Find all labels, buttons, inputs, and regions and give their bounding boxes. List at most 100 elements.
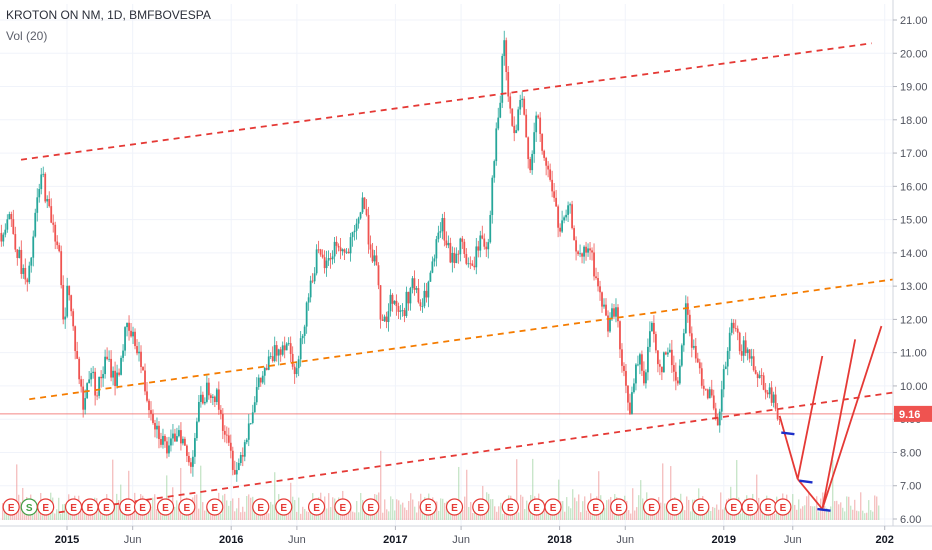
candle-body	[495, 128, 498, 162]
candle-body	[471, 263, 474, 266]
volume-bar	[380, 450, 382, 520]
candle-body	[748, 349, 751, 359]
price-axis-label: 11.00	[900, 348, 927, 360]
candle-body	[369, 244, 372, 250]
candle-body	[6, 219, 9, 230]
candle-body	[481, 235, 484, 239]
volume-bar	[414, 506, 416, 520]
candle-body	[311, 280, 314, 282]
volume-bar	[866, 512, 868, 520]
candle-body	[539, 117, 542, 134]
volume-bar	[228, 505, 230, 520]
candle-body	[475, 246, 478, 268]
volume-bar	[84, 508, 86, 520]
volume-bar	[572, 489, 574, 520]
volume-bar	[588, 512, 590, 520]
volume-bar	[848, 496, 850, 520]
candle-body	[285, 343, 288, 351]
volume-bar	[710, 511, 712, 520]
candle-body	[720, 389, 723, 412]
volume-bar	[570, 508, 572, 520]
candle-body	[541, 133, 544, 151]
volume-indicator-label: Vol (20)	[6, 29, 48, 43]
price-axis-label: 21.00	[900, 15, 928, 27]
candle-body	[571, 204, 573, 229]
candle-body	[651, 322, 653, 332]
candle-body	[419, 302, 422, 307]
candle-body	[573, 228, 575, 241]
candle-body	[333, 241, 336, 257]
candle-body	[467, 263, 470, 265]
candle-body	[670, 349, 673, 366]
candle-body	[567, 205, 569, 215]
candle-body	[591, 250, 593, 253]
event-marker-label: E	[280, 503, 287, 514]
volume-bar	[850, 505, 852, 520]
candle-body	[728, 332, 731, 351]
volume-bar	[92, 513, 94, 520]
last-price-label: 9.16	[899, 409, 920, 421]
volume-bar	[250, 497, 252, 520]
candle-body	[423, 290, 426, 307]
candle-body	[293, 366, 296, 375]
candle-body	[443, 218, 446, 241]
volume-bar	[418, 501, 420, 520]
candle-body	[229, 442, 232, 451]
candle-body	[237, 463, 240, 471]
candle-body	[778, 419, 781, 420]
volume-bar	[400, 504, 402, 520]
volume-bar	[566, 497, 568, 520]
volume-bar	[500, 502, 502, 520]
volume-bar	[98, 506, 100, 520]
candle-body	[150, 410, 152, 414]
candle-body	[158, 425, 160, 440]
volume-bar	[4, 508, 6, 520]
volume-bar	[762, 512, 764, 520]
price-axis-background	[893, 0, 932, 550]
candle-body	[174, 433, 176, 442]
candle-body	[762, 375, 765, 390]
time-axis-label: 2019	[712, 534, 736, 546]
candle-body	[70, 295, 73, 312]
candle-body	[401, 310, 404, 312]
volume-bar	[804, 505, 806, 520]
candle-body	[395, 300, 398, 307]
candle-body	[104, 356, 106, 375]
candle-body	[437, 232, 440, 240]
candle-body	[427, 281, 430, 298]
event-marker-circle	[501, 498, 519, 516]
candle-body	[14, 234, 17, 250]
volume-bar	[722, 509, 724, 520]
volume-bar	[798, 499, 800, 520]
volume-bar	[860, 492, 862, 520]
event-marker-circle	[156, 498, 175, 516]
candle-body	[621, 349, 623, 366]
volume-bar	[58, 497, 60, 520]
candle-body	[409, 287, 412, 304]
candle-body	[201, 394, 204, 404]
volume-bar	[716, 504, 718, 520]
volume-bar	[390, 496, 392, 520]
candle-body	[26, 279, 29, 283]
volume-bar	[582, 501, 584, 520]
volume-bar	[2, 503, 4, 520]
candle-body	[62, 285, 65, 320]
candle-body	[505, 40, 508, 72]
candle-body	[249, 422, 252, 424]
candle-body	[451, 252, 454, 263]
volume-bar	[832, 459, 834, 520]
event-marker-circle	[362, 498, 380, 516]
candle-body	[601, 292, 603, 307]
candle-body	[279, 349, 282, 355]
candle-body	[704, 388, 707, 390]
volume-bar	[518, 512, 520, 520]
volume-bar	[564, 511, 566, 520]
volume-bar	[872, 511, 874, 520]
price-axis-label: 19.00	[900, 82, 928, 94]
candle-body	[607, 315, 609, 332]
event-marker-label: E	[765, 503, 772, 514]
volume-bar	[332, 497, 334, 520]
volume-bar	[470, 502, 472, 520]
candle-body	[373, 255, 376, 262]
